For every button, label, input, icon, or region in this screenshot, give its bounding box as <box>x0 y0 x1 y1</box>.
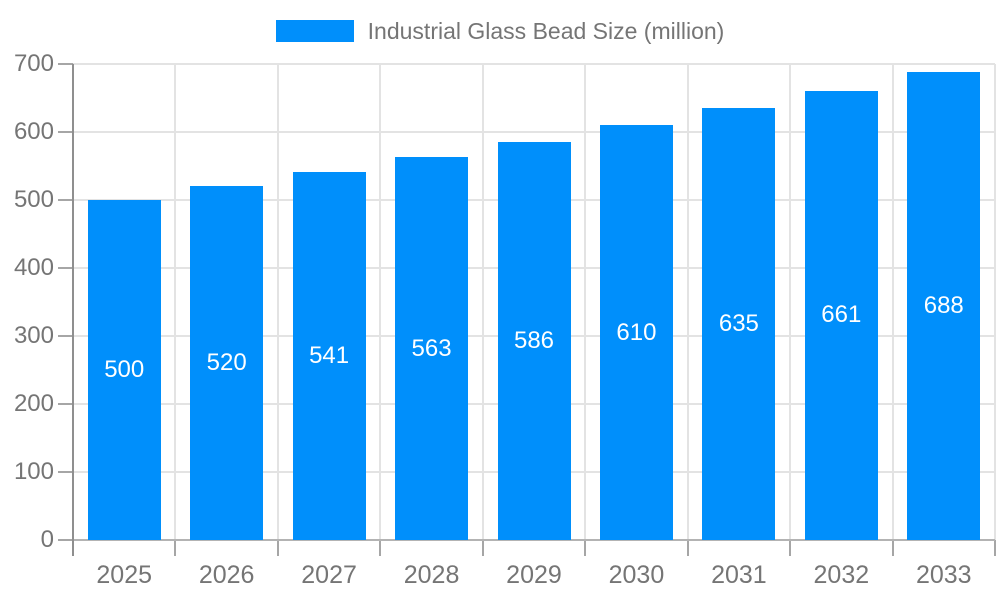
h-gridline <box>73 131 995 133</box>
x-axis-tick <box>891 540 894 556</box>
bar-value-label: 610 <box>616 318 657 346</box>
v-gridline <box>994 64 996 540</box>
v-gridline <box>686 64 689 540</box>
bar-value-label: 635 <box>718 310 759 338</box>
bar-value-label: 541 <box>309 342 350 370</box>
bar-2032[interactable] <box>804 90 878 540</box>
chart-legend: Industrial Glass Bead Size (million) <box>0 18 1000 44</box>
y-axis-tick <box>58 199 73 201</box>
x-axis-tick <box>379 540 382 556</box>
y-axis-tick <box>58 63 73 65</box>
y-axis-tick-label: 600 <box>13 118 54 145</box>
x-axis-line <box>73 539 995 541</box>
y-axis-tick-label: 100 <box>13 458 54 485</box>
bar-value-label: 661 <box>821 301 862 329</box>
y-axis-tick <box>58 471 73 473</box>
bar-value-label: 688 <box>923 292 964 320</box>
x-axis-tick <box>584 540 587 556</box>
x-axis-tick <box>276 540 279 556</box>
v-gridline <box>379 64 382 540</box>
x-axis-tick-label: 2033 <box>915 561 972 589</box>
bar-value-label: 563 <box>411 334 452 362</box>
y-axis-tick-label: 500 <box>13 186 54 213</box>
y-axis-tick-label: 400 <box>13 254 54 281</box>
x-axis-tick <box>686 540 689 556</box>
y-axis-line <box>72 64 74 556</box>
y-axis-tick-label: 200 <box>13 390 54 417</box>
v-gridline <box>584 64 587 540</box>
y-axis-tick <box>58 131 73 133</box>
v-gridline <box>276 64 279 540</box>
x-axis-tick-label: 2025 <box>96 561 153 589</box>
bar-2027[interactable] <box>292 172 366 540</box>
x-axis-tick-label: 2031 <box>711 561 767 589</box>
v-gridline <box>789 64 792 540</box>
y-axis-tick <box>58 403 73 405</box>
bar-value-label: 586 <box>513 326 555 354</box>
bar-value-label: 520 <box>206 349 247 377</box>
h-gridline <box>73 63 995 65</box>
x-axis-tick-label: 2030 <box>608 561 665 589</box>
legend-item[interactable]: Industrial Glass Bead Size (million) <box>275 18 725 44</box>
y-axis-tick-label: 700 <box>13 50 54 77</box>
bar-2026[interactable] <box>190 186 264 540</box>
legend-label: Industrial Glass Bead Size (million) <box>367 18 725 44</box>
y-axis-tick <box>58 335 73 337</box>
x-axis-tick-label: 2032 <box>813 561 870 589</box>
y-axis-tick-label: 0 <box>40 526 54 553</box>
bar-2033[interactable] <box>907 72 981 540</box>
legend-swatch-icon <box>275 20 354 42</box>
y-axis-tick <box>58 267 73 269</box>
x-axis-tick-label: 2028 <box>403 561 460 589</box>
x-axis-tick <box>994 540 996 556</box>
v-gridline <box>891 64 894 540</box>
x-axis-tick <box>481 540 484 556</box>
x-axis-tick-label: 2029 <box>506 561 562 589</box>
v-gridline <box>481 64 484 540</box>
bar-2028[interactable] <box>395 157 469 540</box>
x-axis-tick-label: 2026 <box>198 561 255 589</box>
x-axis-tick <box>174 540 177 556</box>
x-axis-tick <box>789 540 792 556</box>
bar-value-label: 500 <box>104 356 145 383</box>
v-gridline <box>174 64 177 540</box>
x-axis-tick-label: 2027 <box>301 561 357 589</box>
y-axis-tick <box>58 539 73 541</box>
bar-2029[interactable] <box>497 141 571 540</box>
bar-2030[interactable] <box>599 125 673 540</box>
bar-2031[interactable] <box>702 108 776 540</box>
bar-2025[interactable] <box>87 200 161 540</box>
y-axis-tick-label: 300 <box>13 322 54 349</box>
